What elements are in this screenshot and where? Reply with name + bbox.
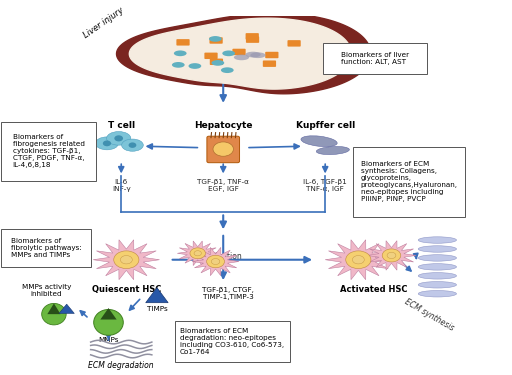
Circle shape	[346, 251, 371, 268]
FancyBboxPatch shape	[232, 49, 246, 55]
Circle shape	[120, 255, 132, 264]
Ellipse shape	[222, 51, 235, 56]
Circle shape	[387, 252, 396, 258]
Ellipse shape	[418, 255, 457, 261]
Ellipse shape	[316, 147, 349, 154]
FancyBboxPatch shape	[175, 321, 289, 362]
FancyBboxPatch shape	[323, 43, 427, 74]
Circle shape	[213, 142, 233, 156]
FancyBboxPatch shape	[246, 36, 259, 43]
Ellipse shape	[301, 136, 337, 147]
Ellipse shape	[174, 51, 186, 56]
FancyBboxPatch shape	[210, 58, 223, 65]
Ellipse shape	[188, 63, 201, 69]
Ellipse shape	[122, 139, 143, 151]
Ellipse shape	[418, 246, 457, 252]
FancyBboxPatch shape	[353, 147, 465, 217]
Circle shape	[103, 141, 111, 146]
Text: Biomarkers of
fibrogenesis related
cytokines: TGF-β1,
CTGF, PDGF, TNF-α,
IL-4,6,: Biomarkers of fibrogenesis related cytok…	[13, 134, 84, 168]
Text: TIMPs: TIMPs	[146, 306, 167, 312]
FancyBboxPatch shape	[177, 39, 189, 46]
Ellipse shape	[418, 237, 457, 243]
Text: Liver injury: Liver injury	[81, 5, 125, 39]
Polygon shape	[367, 241, 416, 270]
Ellipse shape	[95, 137, 118, 150]
FancyBboxPatch shape	[207, 136, 240, 163]
Text: Hepatocyte: Hepatocyte	[194, 121, 252, 130]
Text: TGF-β1, CTGF,
TIMP-1,TIMP-3: TGF-β1, CTGF, TIMP-1,TIMP-3	[202, 286, 254, 300]
FancyBboxPatch shape	[2, 122, 96, 181]
Circle shape	[114, 135, 123, 141]
Polygon shape	[47, 303, 60, 314]
Ellipse shape	[172, 62, 185, 68]
Text: Activated HSC: Activated HSC	[340, 285, 408, 294]
Ellipse shape	[245, 52, 261, 57]
Text: Biomarkers of ECM
synthesis: Collagens,
glycoproteins,
proteoglycans,Hyaluronan,: Biomarkers of ECM synthesis: Collagens, …	[361, 161, 458, 202]
Text: Biomarkers of
fibrolytic pathways:
MMPs and TIMPs: Biomarkers of fibrolytic pathways: MMPs …	[11, 238, 81, 258]
Ellipse shape	[418, 291, 457, 297]
Circle shape	[382, 249, 401, 262]
FancyBboxPatch shape	[287, 40, 301, 46]
Text: Biomarkers of liver
function: ALT, AST: Biomarkers of liver function: ALT, AST	[341, 52, 409, 65]
Text: MMPs activity
inhibited: MMPs activity inhibited	[22, 284, 71, 297]
FancyBboxPatch shape	[204, 53, 218, 59]
Circle shape	[211, 258, 220, 264]
Ellipse shape	[94, 309, 123, 335]
Circle shape	[194, 251, 201, 256]
Text: Kupffer cell: Kupffer cell	[295, 121, 355, 130]
Ellipse shape	[221, 68, 233, 73]
FancyBboxPatch shape	[209, 37, 223, 44]
Polygon shape	[146, 288, 168, 303]
Text: MMPs: MMPs	[98, 338, 119, 344]
Text: ECM degradation: ECM degradation	[89, 361, 154, 370]
Ellipse shape	[418, 264, 457, 270]
Text: Activation: Activation	[204, 252, 243, 261]
Polygon shape	[117, 13, 371, 94]
Polygon shape	[325, 240, 392, 280]
Polygon shape	[100, 308, 117, 320]
Ellipse shape	[234, 54, 249, 60]
Text: T cell: T cell	[108, 121, 135, 130]
Ellipse shape	[418, 282, 457, 288]
Ellipse shape	[211, 60, 224, 66]
Text: Quiescent HSC: Quiescent HSC	[92, 285, 161, 294]
Circle shape	[352, 255, 365, 264]
Ellipse shape	[250, 53, 266, 58]
Polygon shape	[59, 304, 74, 313]
Text: ECM synthesis: ECM synthesis	[403, 297, 456, 333]
FancyBboxPatch shape	[265, 52, 279, 58]
Text: IL-6, TGF-β1
TNF-α, IGF: IL-6, TGF-β1 TNF-α, IGF	[303, 179, 347, 192]
Circle shape	[207, 255, 224, 268]
Circle shape	[114, 251, 139, 268]
Text: IL-6
INF-γ: IL-6 INF-γ	[112, 179, 131, 192]
Polygon shape	[192, 248, 239, 276]
Polygon shape	[177, 241, 218, 266]
Text: TGF-β1, TNF-α
EGF, IGF: TGF-β1, TNF-α EGF, IGF	[197, 179, 249, 192]
FancyBboxPatch shape	[263, 60, 276, 67]
Polygon shape	[93, 240, 159, 280]
Ellipse shape	[106, 132, 131, 145]
Ellipse shape	[41, 303, 66, 325]
Text: Biomarkers of ECM
degradation: neo-epitopes
including CO3-610, Co6-573,
Co1-764: Biomarkers of ECM degradation: neo-epito…	[180, 328, 284, 355]
Circle shape	[129, 142, 136, 148]
Circle shape	[190, 248, 205, 259]
FancyBboxPatch shape	[246, 33, 259, 40]
Ellipse shape	[418, 273, 457, 279]
FancyBboxPatch shape	[2, 229, 91, 267]
Polygon shape	[130, 18, 352, 89]
Ellipse shape	[209, 36, 222, 42]
